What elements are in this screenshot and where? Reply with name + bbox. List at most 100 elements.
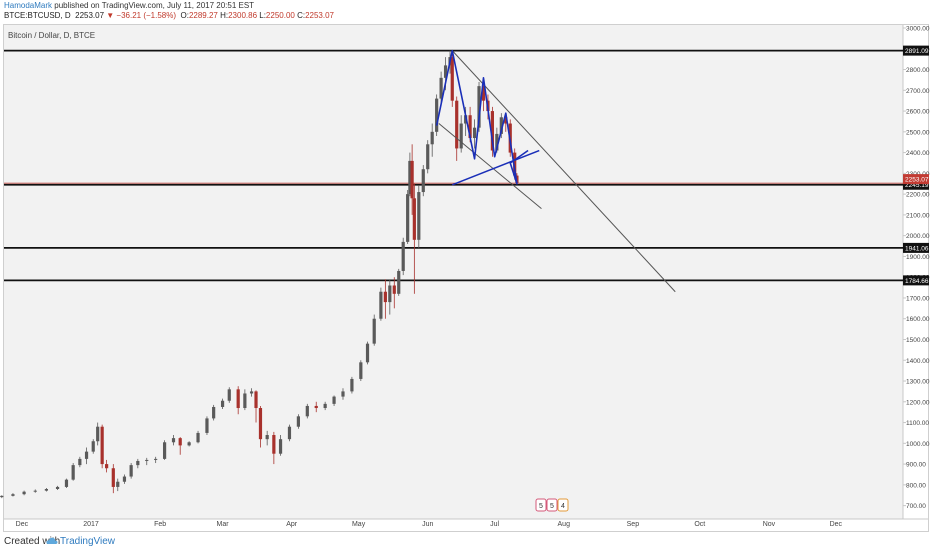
candle-body [33, 490, 37, 492]
low-label: L: [259, 11, 266, 20]
candle-body [383, 291, 387, 303]
candle-body [64, 479, 69, 487]
wedge-boundary-line[interactable] [438, 123, 542, 210]
candle-body [100, 426, 104, 465]
candle-body [459, 123, 463, 149]
candle-body [44, 489, 48, 491]
candle-body [406, 194, 410, 242]
candle-body [287, 426, 292, 440]
price-tags: 2891.09 2245.19 1941.06 1784.66 2253.07 [903, 45, 929, 286]
open-value: 2289.27 [188, 11, 218, 20]
candle-body [323, 403, 327, 409]
candle-body [178, 438, 182, 446]
tradingview-brand-link[interactable]: TradingView [60, 536, 116, 547]
price-tick-label: 2100.00 [906, 212, 930, 219]
high-value: 2300.86 [228, 11, 258, 20]
candle-body [154, 458, 158, 460]
badge-1[interactable] [535, 498, 547, 512]
candle-body [227, 389, 231, 401]
candle-body [71, 465, 75, 480]
time-tick-label: Apr [286, 521, 298, 528]
candle-body [196, 432, 200, 443]
candle-body [417, 192, 421, 240]
candle-body [421, 169, 425, 193]
candle-body [472, 127, 477, 139]
price-axis-background[interactable] [903, 25, 928, 519]
candle-body [111, 468, 115, 487]
price-tick-label: 2600.00 [906, 109, 930, 116]
time-tick-label: Jun [422, 521, 433, 528]
badge-1-count: 5 [539, 503, 543, 510]
descending-trendline[interactable] [451, 50, 676, 293]
price-chart[interactable]: 700.00 800.00 900.00 1000.00 1100.00 1200.00 1… [0, 0, 932, 534]
price-tick-label: 2200.00 [906, 192, 930, 199]
badge-3[interactable] [557, 498, 569, 512]
level-price-tag [903, 275, 929, 286]
candle-body [136, 460, 140, 466]
time-tick-label: 2017 [83, 521, 99, 528]
candle-body [477, 86, 481, 128]
price-tick-label: 900.00 [906, 462, 926, 469]
candle-body [249, 391, 254, 394]
price-tick-label: 1300.00 [906, 379, 930, 386]
price-tick-label: 3000.00 [906, 26, 930, 33]
candle-body [305, 405, 309, 417]
candle-body [265, 435, 269, 440]
support-resistance-levels [4, 49, 903, 282]
published-text: published on TradingView.com, July 11, 2… [52, 1, 255, 10]
candle-body [0, 495, 4, 498]
candle-body [379, 291, 383, 319]
last-price: 2253.07 [75, 11, 105, 20]
candle-body [359, 362, 363, 379]
level-price-tag-text: 2245.19 [905, 182, 929, 189]
close-value: 2253.07 [305, 11, 334, 20]
author-link[interactable]: HamodaMark [4, 1, 53, 10]
candle-body [443, 65, 448, 78]
pattern-zigzag[interactable] [435, 49, 529, 185]
price-tick-label: 1700.00 [906, 295, 930, 302]
close-label: C: [297, 11, 306, 20]
wedge-boundary-line[interactable] [451, 149, 540, 186]
price-tick-label: 2000.00 [906, 233, 930, 240]
candle-body [122, 476, 127, 482]
candle-body [350, 378, 354, 392]
time-tick-label: Feb [154, 521, 166, 528]
created-with-text: Created with [4, 536, 61, 547]
event-badges[interactable]: 5 5 4 [535, 498, 569, 512]
time-tick-label: Mar [217, 521, 230, 528]
level-price-tag [903, 242, 929, 253]
candle-body [258, 408, 263, 440]
candle-body [187, 442, 191, 446]
candle-body [499, 117, 503, 134]
badge-2-count: 5 [550, 503, 554, 510]
candle-body [450, 57, 454, 101]
candle-body [468, 115, 472, 139]
price-tick-label: 1100.00 [906, 420, 929, 427]
symbol-info: BTCE:BTCUSD, D 2253.07 ▼ −36.21 (−1.58%)… [4, 11, 334, 20]
time-axis-ticks: Dec 2017 Feb Mar Apr May Jun Jul Aug Sep Oct Nov Dec [16, 521, 843, 528]
candle-body [105, 464, 109, 469]
candle-body [410, 160, 414, 199]
candle-body [341, 391, 345, 397]
level-price-tag [903, 45, 929, 56]
candle-body [91, 441, 95, 452]
low-value: 2250.00 [265, 11, 295, 20]
price-tick-label: 800.00 [906, 482, 926, 489]
level-price-tag-text: 1941.06 [905, 245, 929, 252]
badge-2[interactable] [546, 498, 558, 512]
time-tick-label: Oct [694, 521, 705, 528]
price-tick-label: 2400.00 [906, 150, 930, 157]
symbol-label: BTCE:BTCUSD, D [4, 11, 71, 20]
open-label: O: [180, 11, 189, 20]
candle-body [78, 458, 82, 466]
candle-body [205, 418, 209, 433]
price-tick-label: 2700.00 [906, 88, 930, 95]
price-tick-label: 1400.00 [906, 358, 930, 365]
time-tick-label: Dec [830, 521, 843, 528]
price-tick-label: 1600.00 [906, 316, 930, 323]
tradingview-cloud-icon [46, 537, 58, 544]
time-tick-label: Sep [627, 521, 640, 528]
price-tick-label: 700.00 [906, 503, 926, 510]
level-price-tag [903, 179, 929, 190]
candle-body [490, 111, 494, 151]
